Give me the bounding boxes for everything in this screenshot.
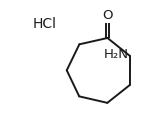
Text: H₂N: H₂N [104,48,129,61]
Text: HCl: HCl [32,17,56,31]
Text: O: O [102,9,113,22]
